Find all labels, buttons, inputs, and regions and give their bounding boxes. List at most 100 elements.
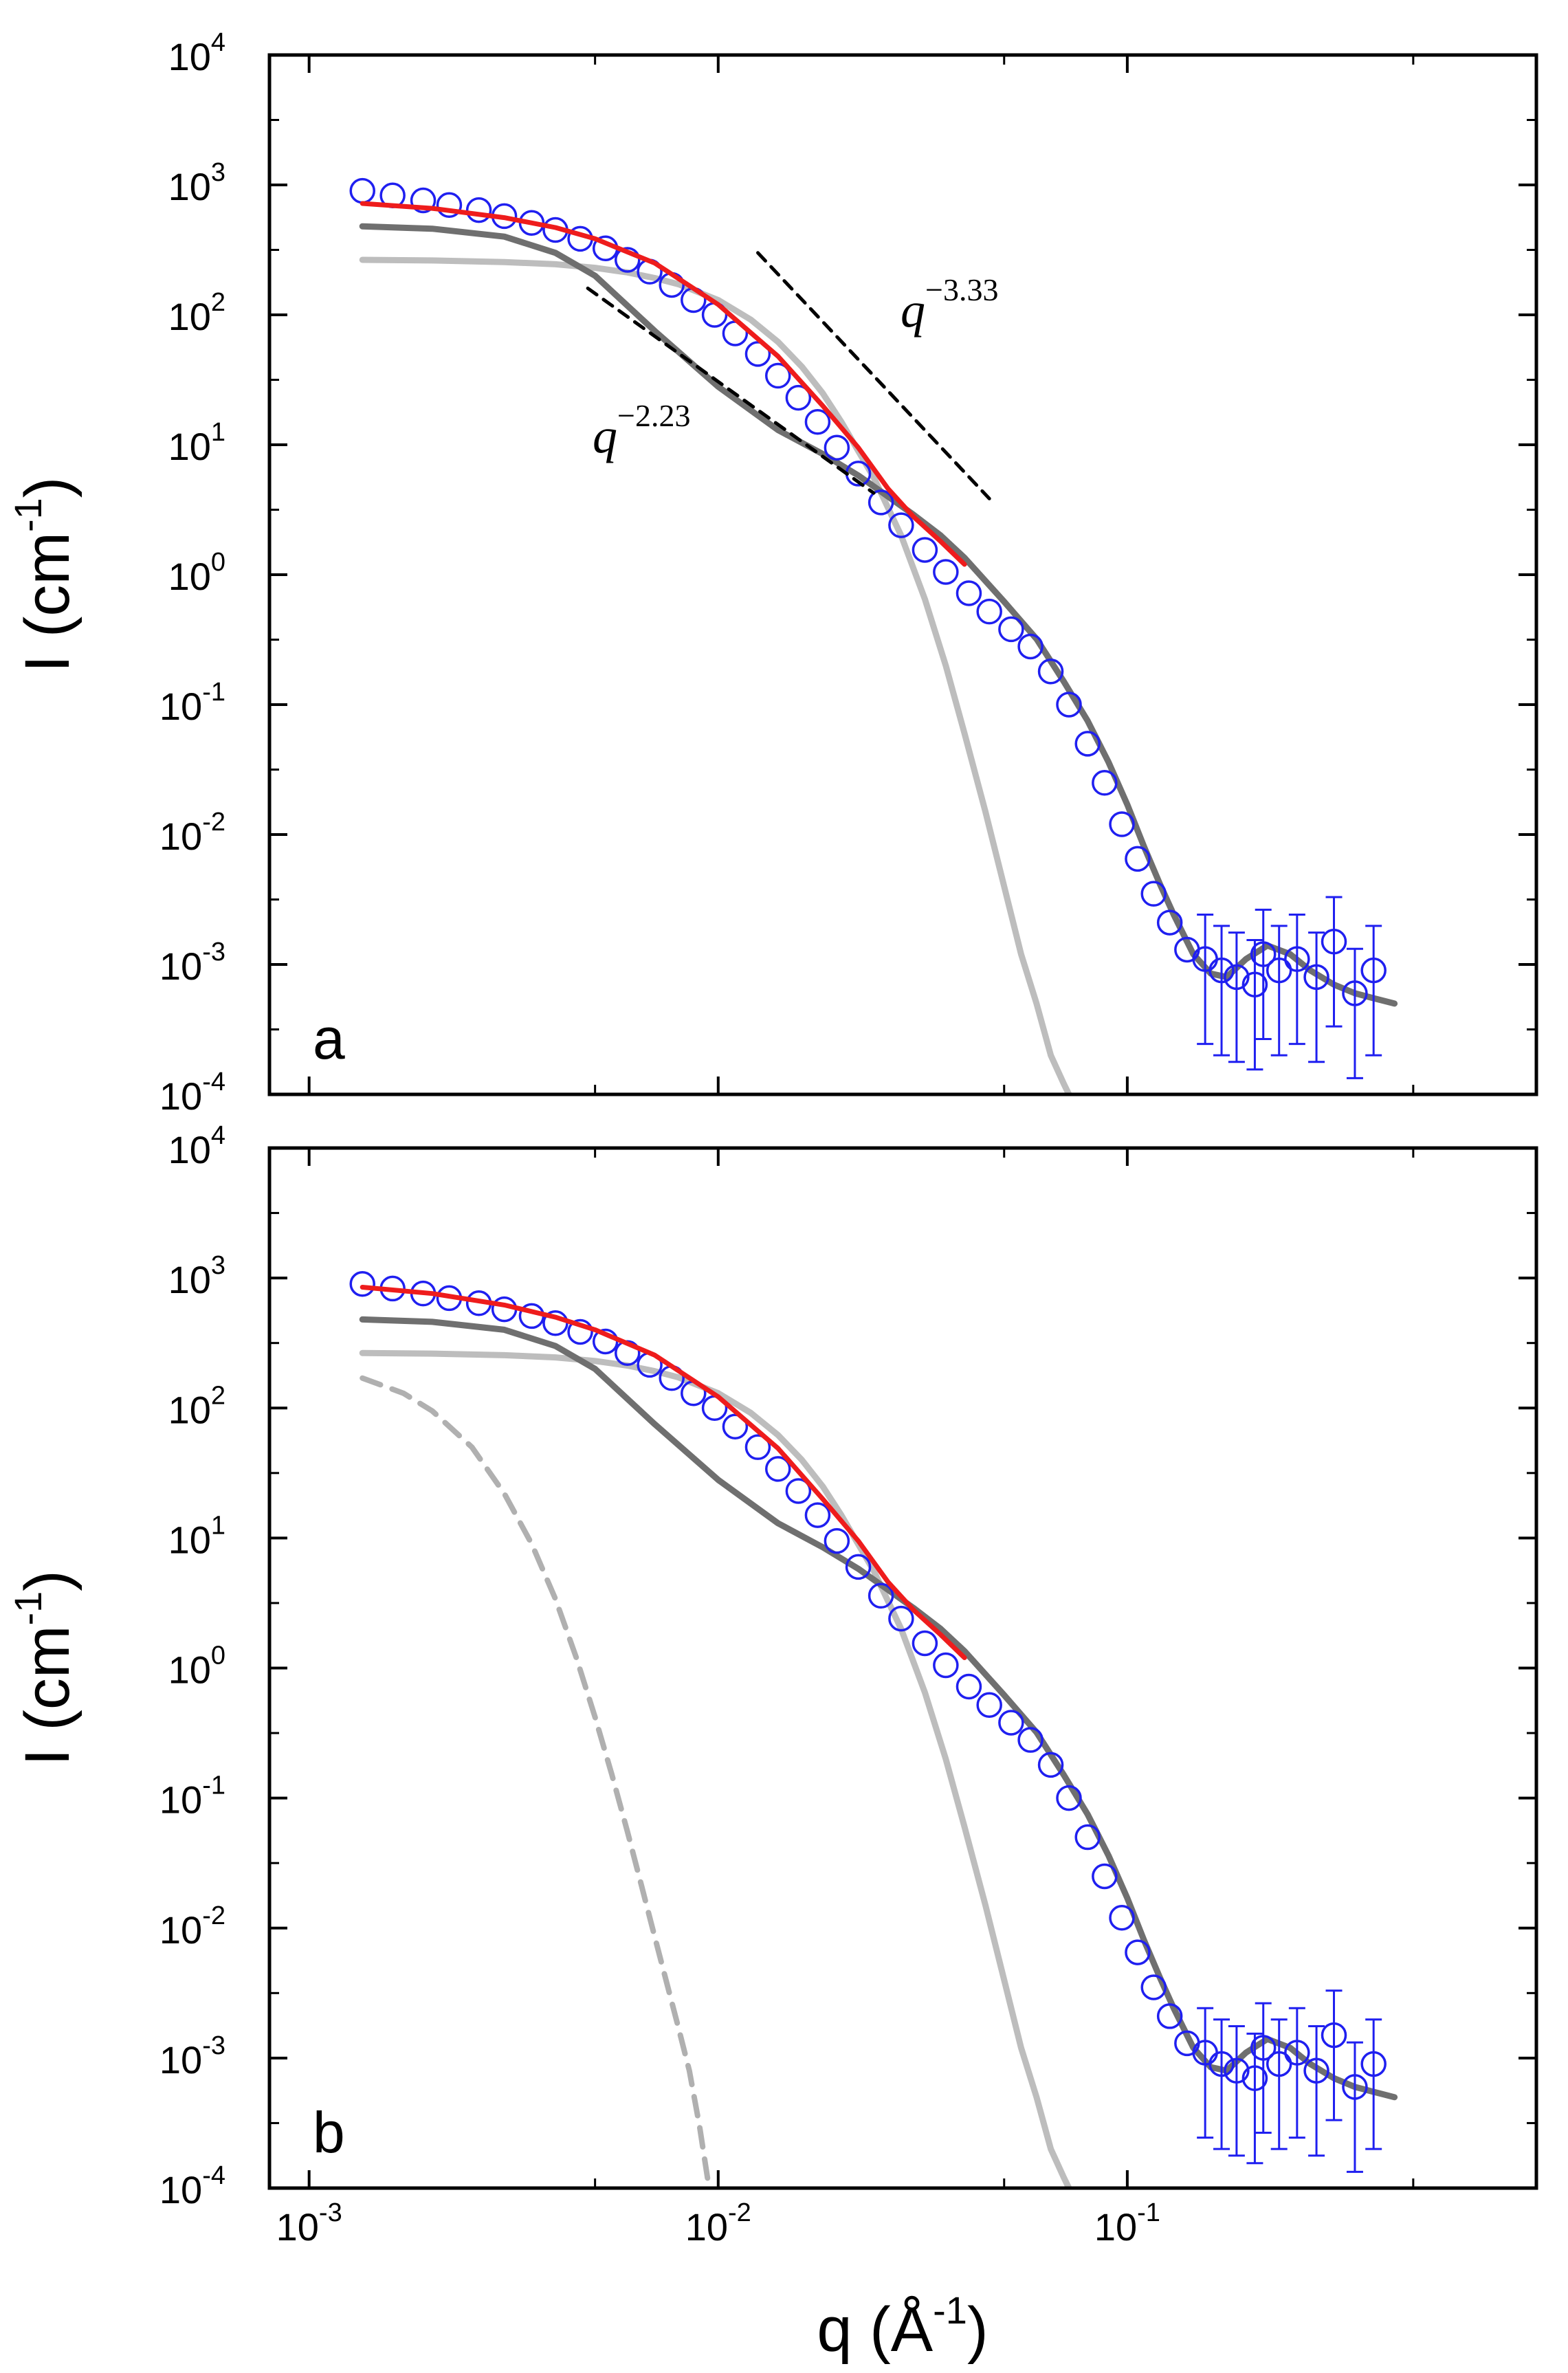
y-axis-label-close: ) <box>12 1570 82 1591</box>
data-point <box>956 580 982 606</box>
data-point <box>888 1605 914 1632</box>
plot-area-b <box>349 1271 1398 2188</box>
y-tick-label: 10-4 <box>159 1068 225 1118</box>
dark-component-curve <box>359 1316 1398 2101</box>
y-tick-label-exp: 1 <box>211 1511 225 1540</box>
y-tick-label-exp: -4 <box>202 2161 225 2190</box>
y-tick-label: 104 <box>168 1121 225 1171</box>
y-tick-label: 10-2 <box>159 1901 225 1952</box>
y-axis-label: I (cm-1) <box>6 477 82 673</box>
data-point <box>933 1652 959 1679</box>
y-tick-label: 10-4 <box>159 2161 225 2211</box>
data-point <box>1109 1905 1135 1931</box>
data-point <box>804 1502 831 1528</box>
x-tick-label-exp: -2 <box>728 2198 751 2227</box>
dark-component-curve <box>359 223 1398 1007</box>
y-tick-label-exp: 1 <box>211 418 225 447</box>
data-point <box>1342 2074 1368 2100</box>
data-point <box>868 489 894 516</box>
plot-area-a <box>349 177 1398 1094</box>
data-point <box>1125 846 1151 872</box>
data-point <box>744 341 771 367</box>
y-axis-label: I (cm-1) <box>6 1570 82 1766</box>
data-point <box>1156 2003 1183 2029</box>
data-point <box>998 1710 1024 1736</box>
y-tick-label: 100 <box>168 1642 225 1692</box>
data-point <box>1156 909 1183 936</box>
x-tick-label-exp: -3 <box>319 2198 342 2227</box>
y-tick-label-exp: -2 <box>202 808 225 837</box>
y-axis-label-main: I (cm <box>12 532 82 672</box>
data-point <box>1321 928 1347 955</box>
y-tick-label-base: 10 <box>168 165 211 208</box>
y-tick-label-base: 10 <box>168 1388 211 1431</box>
data-point <box>1360 2051 1387 2077</box>
y-tick-label-base: 10 <box>159 945 202 988</box>
data-point <box>976 1692 1002 1718</box>
y-axis-label-sup: -1 <box>6 1591 49 1626</box>
x-tick-label-exp: -1 <box>1137 2198 1160 2227</box>
y-tick-label: 10-3 <box>159 938 225 988</box>
y-tick-label: 10-1 <box>159 678 225 728</box>
data-point <box>1092 1863 1118 1890</box>
y-tick-label-base: 10 <box>168 425 211 468</box>
plot-frame-a <box>267 53 1538 1096</box>
data-point <box>1266 957 1292 984</box>
panel-a: 10-410-310-210-1100101102103104q−3.33q−2… <box>6 28 1538 1118</box>
y-tick-label: 103 <box>168 158 225 208</box>
y-axis-label-main: I (cm <box>12 1626 82 1766</box>
dashed-component-curve <box>360 1375 712 2188</box>
data-point <box>1266 2051 1292 2077</box>
slope-annotation-base: q <box>901 283 925 338</box>
data-point <box>933 559 959 585</box>
x-tick-label: 10-3 <box>276 2198 342 2249</box>
data-point <box>1303 2057 1329 2084</box>
y-tick-label-exp: -2 <box>202 1901 225 1930</box>
data-point <box>1321 2022 1347 2049</box>
data-point <box>1241 971 1268 998</box>
data-point <box>1224 2057 1250 2084</box>
y-tick-label-exp: 4 <box>211 1121 225 1150</box>
x-axis-label-close: ) <box>967 2295 989 2365</box>
data-point <box>1017 633 1044 660</box>
data-point <box>888 512 914 538</box>
y-tick-label-base: 10 <box>159 685 202 728</box>
power-law-guide <box>586 286 876 495</box>
y-tick-label: 10-3 <box>159 2031 225 2082</box>
data-point <box>722 1413 749 1439</box>
y-tick-label-base: 10 <box>168 1648 211 1692</box>
plot-frame-b <box>267 1146 1538 2190</box>
light-component-curve <box>359 256 1072 1094</box>
x-tick-label-base: 10 <box>276 2205 319 2249</box>
data-point <box>998 616 1024 643</box>
data-point <box>764 1456 791 1482</box>
data-point <box>1074 1824 1101 1851</box>
data-point <box>1140 1974 1167 2000</box>
x-axis-label-sup: -1 <box>933 2288 967 2332</box>
y-tick-label-base: 10 <box>159 1778 202 1822</box>
y-tick-label-base: 10 <box>159 1074 202 1118</box>
y-tick-label-exp: -4 <box>202 1068 225 1096</box>
x-tick-label: 10-1 <box>1094 2198 1160 2249</box>
data-point <box>615 247 641 273</box>
light-component-curve <box>359 1349 1072 2188</box>
y-tick-label-base: 10 <box>159 2038 202 2082</box>
y-tick-label-base: 10 <box>168 1128 211 1171</box>
y-tick-label-base: 10 <box>159 815 202 858</box>
data-point <box>785 384 812 411</box>
data-point <box>1224 964 1250 991</box>
data-point <box>1303 964 1329 991</box>
data-point <box>824 1527 850 1554</box>
y-tick-label-exp: 3 <box>211 1251 225 1280</box>
data-point <box>785 1478 812 1504</box>
y-tick-label-exp: 3 <box>211 158 225 187</box>
x-axis-label: q (Å-1) <box>817 2288 988 2365</box>
data-point <box>976 598 1002 625</box>
data-point <box>1074 731 1101 757</box>
y-tick-label-exp: 2 <box>211 288 225 317</box>
data-point <box>1241 2065 1268 2091</box>
data-point <box>804 408 831 435</box>
y-tick-label: 100 <box>168 548 225 598</box>
y-tick-label-exp: -1 <box>202 1772 225 1800</box>
